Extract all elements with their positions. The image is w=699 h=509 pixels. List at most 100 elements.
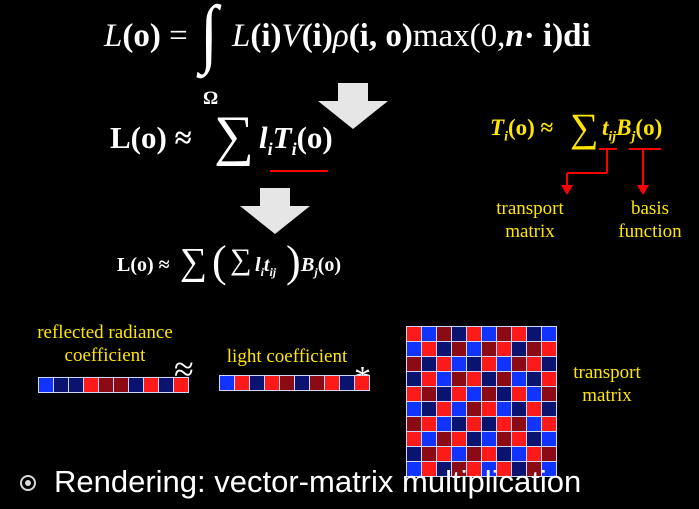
matrix-cell — [482, 342, 496, 356]
down-arrow-2-icon — [240, 188, 310, 234]
vector-cell — [114, 378, 129, 392]
ti-lhs-rest: (o) ≈ — [507, 115, 554, 140]
vector-cell — [265, 376, 280, 390]
matrix-cell — [467, 387, 481, 401]
approx-equation-1: L(o) ≈ — [110, 120, 192, 156]
matrix-cell — [407, 462, 421, 476]
matrix-cell — [512, 402, 526, 416]
integrand-i2: (i) — [301, 18, 333, 54]
red-arrows-icon — [561, 148, 661, 195]
matrix-cell — [422, 327, 436, 341]
eq-o: (o) — [122, 18, 161, 54]
approx1-rhs: liTi(o) — [259, 120, 333, 160]
ti-T-sub: i — [504, 129, 508, 145]
integrand-rho: ρ — [332, 18, 349, 54]
ti-T: T — [490, 115, 505, 140]
matrix-cell — [512, 417, 526, 431]
matrix-cell — [512, 462, 526, 476]
matrix-cell — [437, 372, 451, 386]
approx2-l: l — [255, 254, 261, 276]
matrix-cell — [482, 417, 496, 431]
basis-function-label: basis function — [610, 197, 690, 243]
vector-cell — [129, 378, 144, 392]
matrix-cell — [437, 432, 451, 446]
bullet-text: Rendering: vector-matrix multiplication — [54, 464, 582, 499]
matrix-cell — [482, 327, 496, 341]
vector-cell — [340, 376, 355, 390]
approx2-open-paren: ( — [212, 237, 227, 286]
vector-cell — [54, 378, 69, 392]
matrix-cell — [452, 417, 466, 431]
integrand-L: L — [232, 18, 251, 54]
matrix-cell — [527, 447, 541, 461]
matrix-cell — [497, 462, 511, 476]
matrix-cell — [497, 432, 511, 446]
matrix-cell — [422, 462, 436, 476]
vector-cell — [159, 378, 174, 392]
matrix-cell — [512, 432, 526, 446]
ti-rhs: tijBj(o) — [602, 115, 662, 146]
matrix-cell — [542, 387, 556, 401]
matrix-cell — [542, 417, 556, 431]
integrand-io: (i, o) — [348, 18, 413, 54]
matrix-cell — [512, 387, 526, 401]
vector-cell — [295, 376, 310, 390]
eq-L: L — [104, 18, 123, 54]
matrix-cell — [422, 417, 436, 431]
integrand-i: (i) — [250, 18, 282, 54]
vector-cell — [355, 376, 369, 390]
matrix-cell — [527, 462, 541, 476]
matrix-cell — [527, 432, 541, 446]
ti-equation: Ti(o) ≈ — [490, 115, 553, 146]
approx2-sum: ∑ — [180, 241, 208, 283]
matrix-cell — [512, 327, 526, 341]
matrix-cell — [407, 327, 421, 341]
matrix-cell — [497, 357, 511, 371]
vector-cell — [325, 376, 340, 390]
matrix-cell — [512, 447, 526, 461]
matrix-cell — [527, 342, 541, 356]
matrix-cell — [512, 357, 526, 371]
matrix-cell — [452, 387, 466, 401]
vector-cell — [220, 376, 235, 390]
matrix-cell — [452, 402, 466, 416]
matrix-cell — [542, 402, 556, 416]
matrix-cell — [452, 447, 466, 461]
matrix-cell — [482, 387, 496, 401]
transport-matrix-label-bottom: transport matrix — [560, 361, 654, 407]
approx1-rest: (o) — [296, 120, 333, 155]
basis-function-line2: function — [618, 221, 682, 242]
bullet-icon — [20, 475, 36, 491]
matrix-cell — [482, 402, 496, 416]
approx2-B-sub: j — [314, 265, 318, 279]
integral-sign: ∫ — [200, 0, 219, 76]
vector-cell — [174, 378, 188, 392]
matrix-cell — [437, 357, 451, 371]
matrix-cell — [467, 462, 481, 476]
matrix-cell — [497, 402, 511, 416]
vector-cell — [99, 378, 114, 392]
approx2-t: t — [263, 254, 270, 276]
reflected-radiance-line1: reflected radiance — [37, 322, 173, 343]
matrix-cell — [542, 432, 556, 446]
matrix-cell — [437, 462, 451, 476]
vector-cell — [69, 378, 84, 392]
integrand-di: · i)di — [523, 18, 591, 54]
integrand-V: V — [281, 18, 302, 54]
matrix-cell — [407, 447, 421, 461]
ti-B: B — [616, 115, 632, 140]
matrix-cell — [437, 327, 451, 341]
basis-function-line1: basis — [631, 198, 669, 219]
down-arrow-1-icon — [318, 83, 388, 129]
matrix-cell — [497, 327, 511, 341]
matrix-cell — [527, 327, 541, 341]
vector-cell — [84, 378, 99, 392]
matrix-cell — [527, 357, 541, 371]
matrix-cell — [467, 372, 481, 386]
matrix-cell — [407, 432, 421, 446]
matrix-cell — [542, 372, 556, 386]
matrix-cell — [497, 447, 511, 461]
matrix-cell — [422, 432, 436, 446]
matrix-cell — [512, 342, 526, 356]
matrix-cell — [437, 417, 451, 431]
